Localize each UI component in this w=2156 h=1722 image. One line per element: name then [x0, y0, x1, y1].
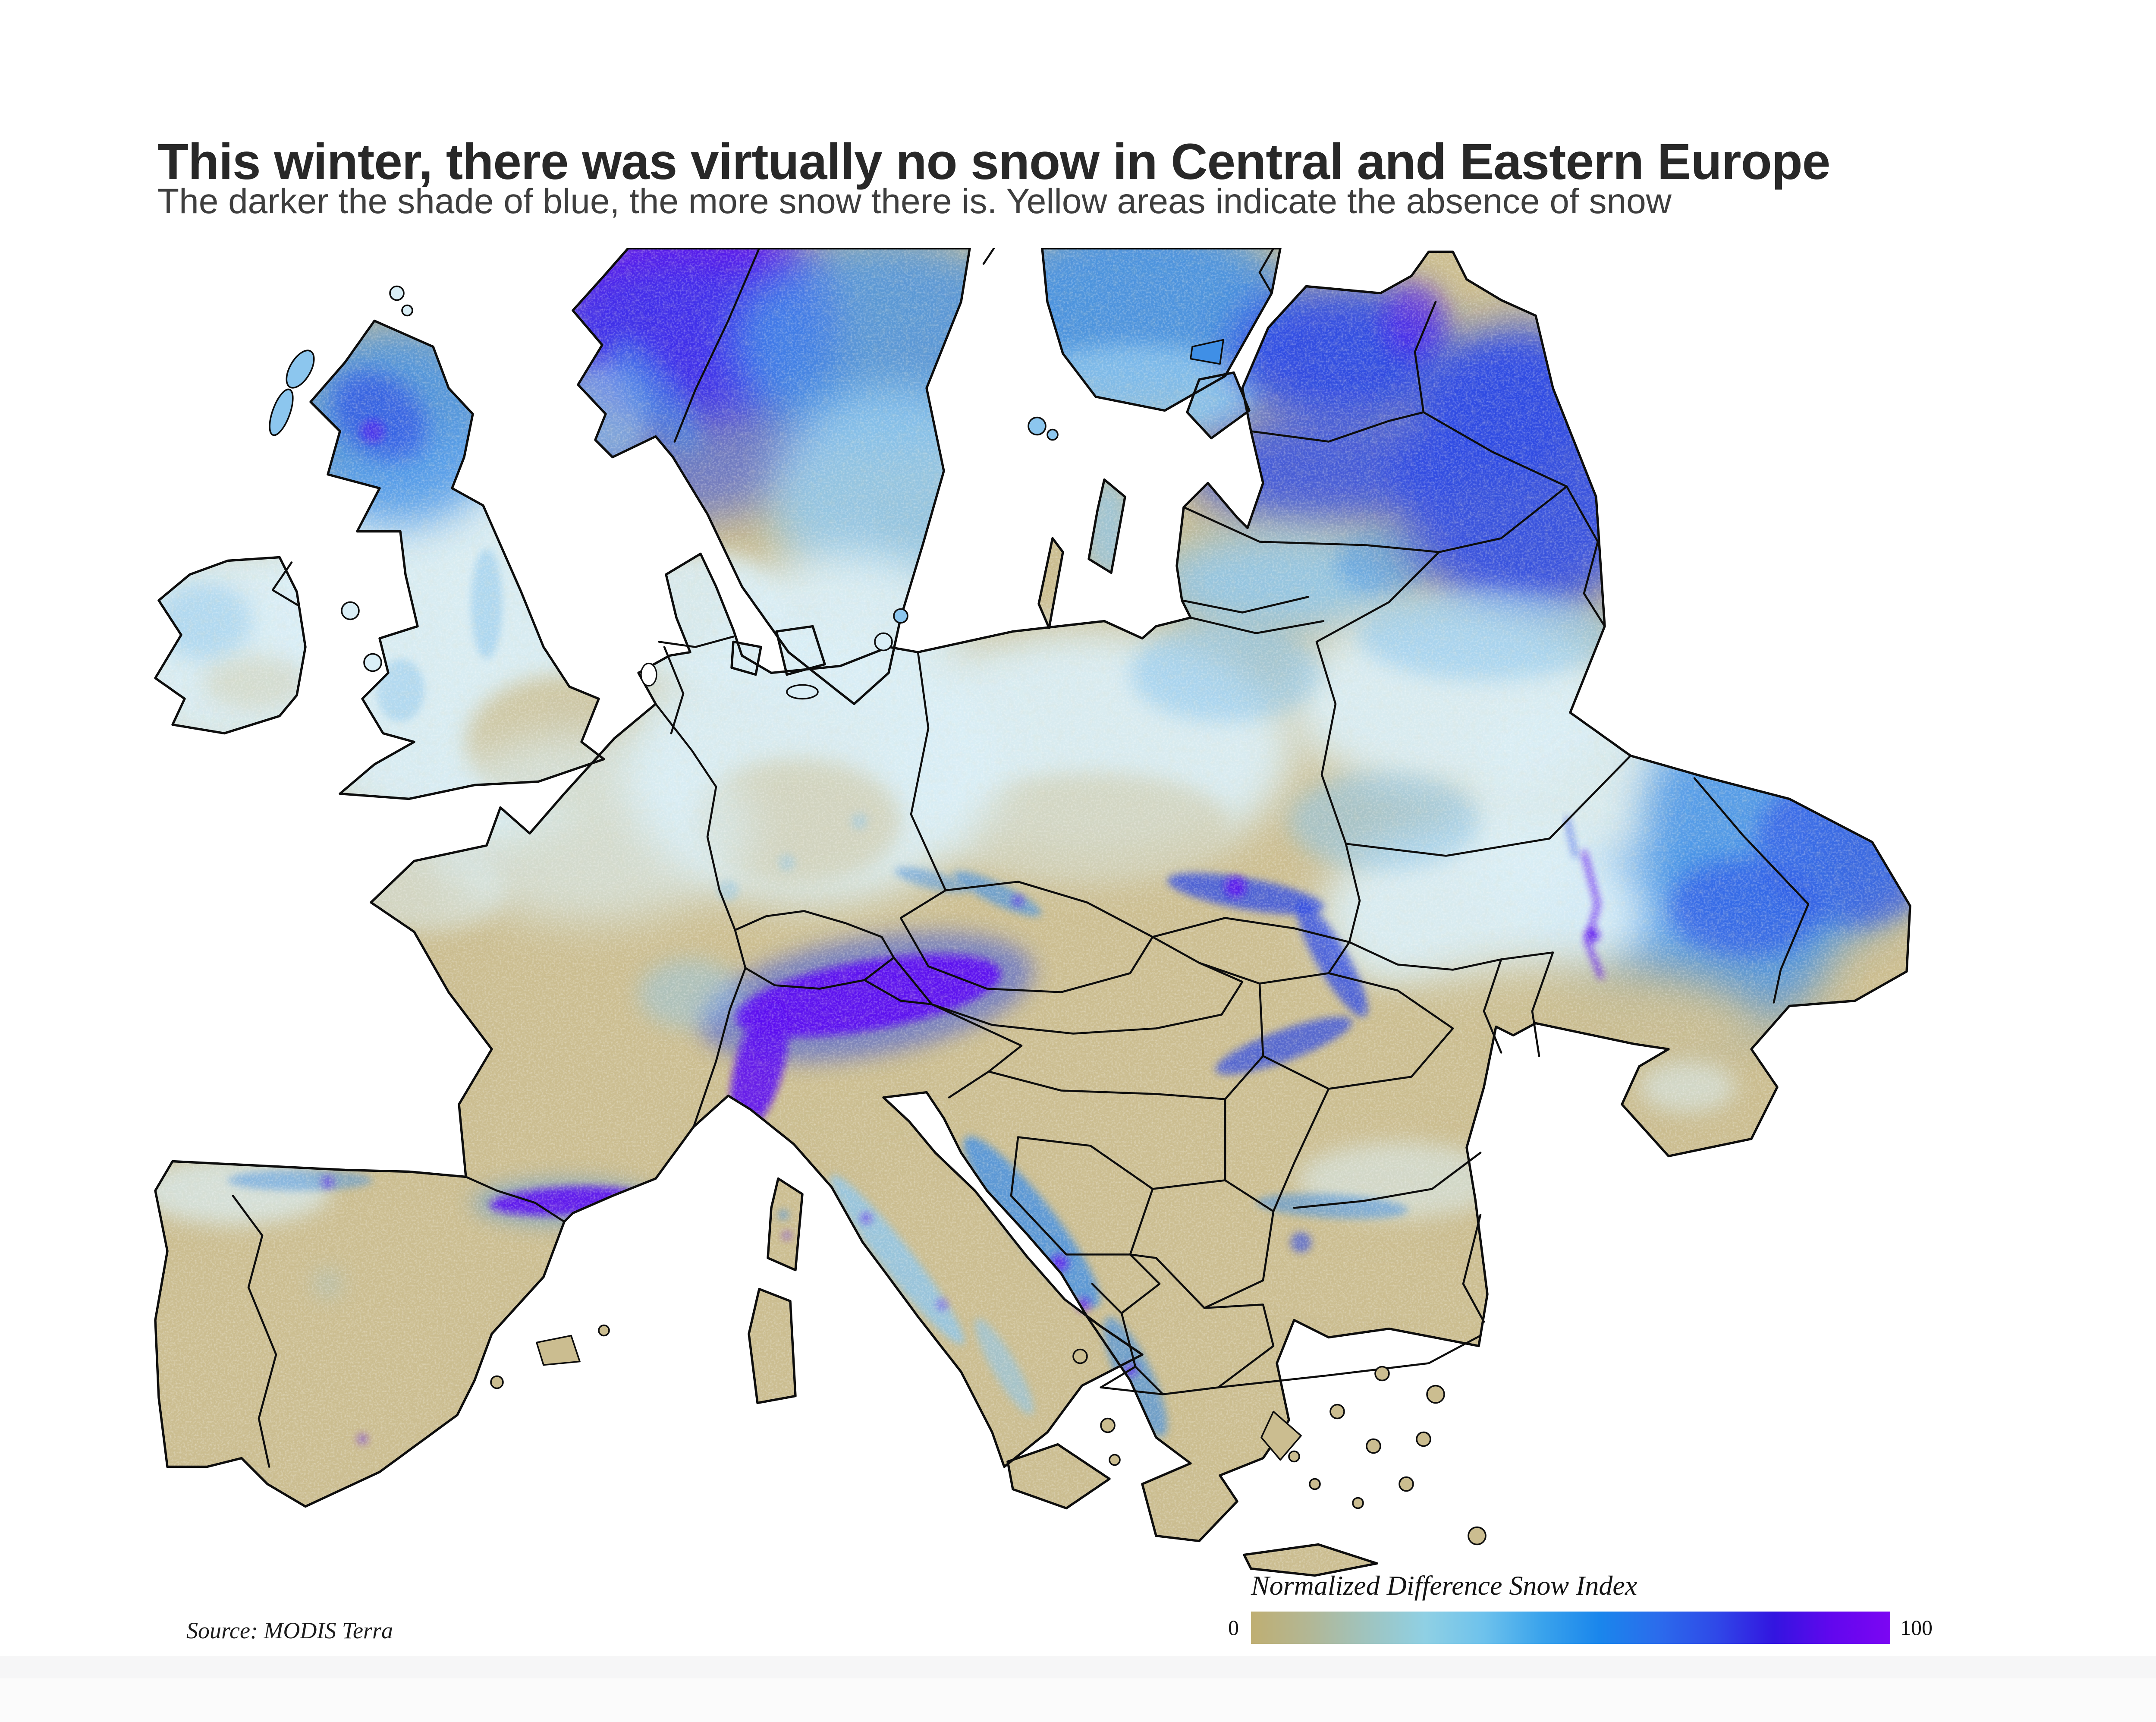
europe-snow-map-svg — [121, 248, 1915, 1579]
small-islands — [269, 285, 1487, 1546]
country-borders — [232, 248, 1810, 1468]
legend-title: Normalized Difference Snow Index — [1251, 1570, 1637, 1601]
page-title: This winter, there was virtually no snow… — [157, 133, 1830, 191]
source-note: Source: MODIS Terra — [186, 1618, 393, 1643]
legend-min-label: 0 — [1228, 1615, 1239, 1640]
footer-band — [0, 1656, 2156, 1678]
legend-max-label: 100 — [1900, 1615, 1933, 1640]
page-subtitle: The darker the shade of blue, the more s… — [157, 182, 1672, 221]
snow-index-overlays — [155, 248, 1910, 1576]
europe-snow-map — [121, 248, 1915, 1579]
ijsselmeer-lake — [640, 662, 657, 687]
legend: Normalized Difference Snow Index 0 100 — [1204, 1570, 2023, 1665]
legend-gradient-bar — [1251, 1612, 1890, 1644]
footer-band-light — [0, 1678, 2156, 1722]
